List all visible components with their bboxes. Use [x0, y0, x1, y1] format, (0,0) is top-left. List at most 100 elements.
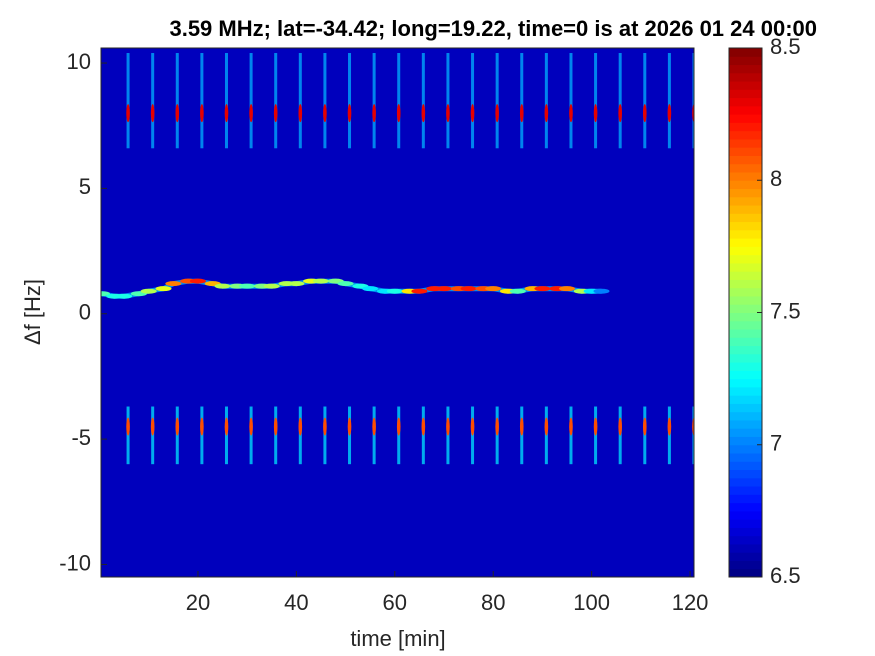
pulse-peak — [618, 104, 622, 123]
pulse-peak — [642, 104, 647, 123]
colorbar-tick-label: 6.5 — [770, 563, 801, 588]
colorbar-cell — [729, 295, 762, 305]
pulse-peak — [126, 104, 130, 123]
y-axis-label: Δf [Hz] — [20, 279, 45, 345]
pulse-peak — [470, 417, 475, 436]
colorbar-cell — [729, 304, 762, 313]
pulse-streak — [224, 53, 228, 149]
colorbar-cell — [729, 48, 762, 57]
pulse-streak — [298, 53, 302, 149]
colorbar — [729, 48, 762, 578]
y-tick-label: 5 — [79, 174, 91, 199]
y-tick-label: -10 — [59, 550, 91, 575]
colorbar-cell — [729, 386, 762, 396]
pulse-peak — [470, 104, 475, 123]
pulse-streak — [151, 53, 155, 149]
colorbar-cell — [729, 64, 762, 74]
pulse-peak — [347, 417, 352, 436]
pulse-peak — [446, 417, 450, 436]
y-tick-label: -5 — [71, 425, 91, 450]
pulse-peak — [642, 417, 647, 436]
trace-point — [593, 288, 610, 294]
pulse-streak — [471, 53, 475, 149]
colorbar-cell — [729, 469, 762, 479]
pulse-peak — [126, 417, 130, 436]
colorbar-cell — [729, 395, 762, 404]
pulse-peak — [667, 104, 672, 123]
colorbar-cell — [729, 180, 762, 190]
pulse-streak — [520, 53, 524, 149]
pulse-peak — [593, 417, 598, 436]
pulse-peak — [150, 417, 155, 436]
pulse-streak — [446, 53, 450, 149]
pulse-peak — [150, 104, 155, 123]
colorbar-cell — [729, 138, 762, 148]
pulse-peak — [273, 104, 278, 123]
pulse-peak — [593, 104, 598, 123]
colorbar-cell — [729, 510, 762, 520]
pulse-streak — [667, 53, 671, 149]
pulse-streak — [692, 53, 694, 149]
pulse-peak — [446, 104, 450, 123]
colorbar-cell — [729, 370, 762, 380]
colorbar-cell — [729, 519, 762, 528]
pulse-streak — [175, 53, 179, 149]
colorbar-cell — [729, 238, 762, 247]
pulse-peak — [667, 417, 672, 436]
trace-point — [263, 283, 280, 289]
colorbar-cell — [729, 196, 762, 206]
colorbar-cell — [729, 527, 762, 537]
colorbar-cell — [729, 436, 762, 446]
pulse-streak — [249, 53, 253, 149]
trace-point — [436, 286, 453, 292]
colorbar-cell — [729, 560, 762, 570]
colorbar-cell — [729, 494, 762, 504]
colorbar-cell — [729, 337, 762, 347]
trace-point — [386, 288, 403, 294]
colorbar-cell — [729, 213, 762, 223]
colorbar-cell — [729, 287, 762, 297]
pulse-streak — [397, 53, 401, 149]
colorbar-cell — [729, 105, 762, 115]
trace-point — [411, 288, 428, 294]
colorbar-cell — [729, 130, 762, 140]
trace-point — [140, 288, 157, 294]
trace-point — [165, 281, 182, 287]
colorbar-cell — [729, 378, 762, 388]
trace-point — [509, 288, 526, 294]
pulse-peak — [298, 417, 303, 436]
trace-point — [362, 286, 379, 292]
pulse-peak — [396, 417, 401, 436]
colorbar-cell — [729, 353, 762, 363]
x-tick-label: 40 — [284, 590, 308, 615]
trace-point — [239, 283, 256, 289]
pulse-peak — [396, 104, 401, 123]
trace-point — [485, 286, 502, 292]
pulse-peak — [569, 104, 573, 123]
colorbar-cell — [729, 453, 762, 462]
pulse-peak — [372, 104, 376, 123]
pulse-peak — [323, 417, 327, 436]
pulse-peak — [544, 417, 549, 436]
chart-title: 3.59 MHz; lat=-34.42; long=19.22, time=0… — [169, 16, 817, 41]
pulse-streak — [569, 53, 573, 149]
pulse-peak — [224, 104, 229, 123]
pulse-peak — [519, 104, 524, 123]
axes-box — [100, 47, 695, 578]
pulse-streak — [544, 53, 548, 149]
x-axis-label: time [min] — [350, 626, 445, 651]
colorbar-cell — [729, 246, 762, 256]
colorbar-cell — [729, 97, 762, 107]
pulse-peak — [175, 104, 180, 123]
x-tick-label: 20 — [186, 590, 210, 615]
colorbar-cell — [729, 72, 762, 82]
colorbar-cell — [729, 262, 762, 272]
colorbar-cell — [729, 81, 762, 90]
colorbar-cell — [729, 271, 762, 280]
colorbar-tick-label: 8.5 — [770, 34, 801, 59]
colorbar-cell — [729, 312, 762, 322]
pulse-peak — [421, 104, 426, 123]
colorbar-cell — [729, 171, 762, 181]
